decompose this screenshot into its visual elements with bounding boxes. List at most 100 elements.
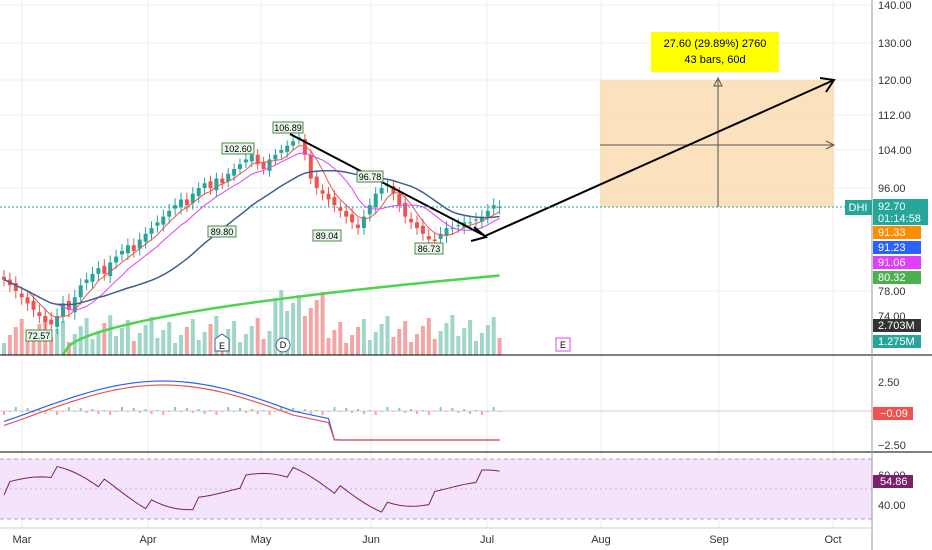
volume-bar-5 <box>31 332 36 355</box>
macd-hist-48 <box>286 411 289 412</box>
volume-bar-52 <box>308 308 313 355</box>
macd-hist-41 <box>244 411 247 413</box>
volume-bar-63 <box>373 332 378 355</box>
candle-body-27 <box>161 216 166 225</box>
volume-bar-35 <box>208 324 213 355</box>
volume-bar-64 <box>379 324 384 355</box>
rsi-label-0: 54.86 <box>880 476 908 488</box>
dividend-marker[interactable]: D <box>275 337 291 353</box>
volume-bar-17 <box>102 323 107 355</box>
ma-long-line <box>61 274 500 356</box>
candle-body-38 <box>226 173 231 182</box>
volume-bar-15 <box>90 339 95 355</box>
macd-hist-64 <box>380 411 383 412</box>
volume-bar-72 <box>426 318 431 355</box>
volume-bar-10 <box>61 321 65 355</box>
candle-body-42 <box>249 154 254 162</box>
time-tick-0: Mar <box>13 534 32 546</box>
candle-body-19 <box>114 256 119 263</box>
volume-bar-46 <box>273 298 278 355</box>
macd-hist-3 <box>20 411 23 412</box>
macd-hist-53 <box>315 410 318 411</box>
macd-hist-66 <box>392 411 395 412</box>
candle-body-54 <box>320 190 325 194</box>
macd-hist-22 <box>132 408 135 411</box>
macd-tick-1: −2.50 <box>878 440 906 452</box>
candle-body-75 <box>444 228 449 237</box>
candle-body-69 <box>409 218 414 223</box>
price-label-89-80-text: 89.80 <box>211 227 234 237</box>
projection-box[interactable] <box>600 80 834 207</box>
candle-body-18 <box>108 262 113 277</box>
candle-body-74 <box>438 233 443 239</box>
macd-hist-31 <box>185 408 188 411</box>
volume-bar-71 <box>420 326 425 355</box>
macd-hist-24 <box>144 409 147 411</box>
candle-body-68 <box>403 202 408 217</box>
candle-body-26 <box>155 222 160 226</box>
candle-body-63 <box>373 193 378 208</box>
macd-hist-43 <box>256 411 259 414</box>
candle-body-32 <box>190 193 195 203</box>
macd-hist-27 <box>162 411 165 415</box>
volume-bar-82 <box>485 325 490 355</box>
moving-averages <box>3 145 500 356</box>
ma-label-bg-1 <box>873 241 921 254</box>
candle-body-53 <box>314 176 319 188</box>
candle-body-34 <box>202 183 207 188</box>
dividend-marker-text: D <box>280 340 287 350</box>
candle-body-45 <box>267 159 272 171</box>
macd-hist-81 <box>480 411 483 415</box>
earnings-marker-1-text: E <box>219 341 225 351</box>
volume-bar-75 <box>444 323 449 355</box>
macd-hist-18 <box>109 411 112 415</box>
candle-body-73 <box>432 239 437 242</box>
volume-bar-23 <box>137 333 142 355</box>
macd-hist-46 <box>274 411 277 412</box>
volume-bar-26 <box>155 338 160 355</box>
symbol-tag[interactable]: DHI <box>845 200 872 215</box>
trendline-up[interactable] <box>484 79 835 237</box>
price-tick-5: 96.00 <box>878 183 906 195</box>
volume-bar-22 <box>131 341 136 355</box>
volume-bar-47 <box>279 290 284 355</box>
trendline-down[interactable] <box>289 133 486 237</box>
candle-body-28 <box>167 210 172 217</box>
price-label-89-80: 89.80 <box>207 225 237 238</box>
earnings-marker-1[interactable]: E <box>214 333 230 352</box>
candle-body-17 <box>102 265 107 274</box>
volume-bar-4 <box>25 340 30 355</box>
candle-body-33 <box>196 188 201 197</box>
macd-hist-29 <box>174 407 177 411</box>
volume-bar-16 <box>96 331 101 355</box>
macd-hist-40 <box>239 408 241 411</box>
candle-body-23 <box>137 239 142 249</box>
earnings-marker-2[interactable]: E <box>555 337 571 352</box>
candle-body-72 <box>426 236 431 240</box>
macd-hist-7 <box>44 411 47 414</box>
macd-hist-23 <box>138 411 141 413</box>
macd-hist-73 <box>433 411 436 412</box>
volume-bar-57 <box>338 322 343 355</box>
candle-body-9 <box>55 316 60 327</box>
time-axis[interactable]: Mar Apr May Jun Jul Aug Sep Oct <box>13 534 842 546</box>
candle-body-51 <box>302 139 307 155</box>
macd-hist-62 <box>368 410 371 411</box>
projection-label-line1: 27.60 (29.89%) 2760 <box>664 38 767 50</box>
macd-lines <box>3 380 501 441</box>
volume-label-0: 2.703M <box>878 320 915 332</box>
volume-bar-58 <box>344 343 349 355</box>
price-axis[interactable]: 140.00 130.00 120.00 112.00 104.00 96.00 78.00… <box>878 0 912 512</box>
macd-hist-37 <box>221 411 224 412</box>
time-tick-6: Sep <box>709 534 729 546</box>
macd-hist-19 <box>115 411 118 412</box>
volume-bar-62 <box>367 340 372 355</box>
volume-bar-61 <box>361 319 366 355</box>
volume-bar-68 <box>403 321 408 355</box>
volume-bar-50 <box>297 295 301 355</box>
trendline-up-arrowhead <box>819 77 836 93</box>
macd-hist-61 <box>362 411 365 414</box>
price-label-72-57-text: 72.57 <box>28 331 51 341</box>
earnings-marker-2-text: E <box>560 340 566 350</box>
